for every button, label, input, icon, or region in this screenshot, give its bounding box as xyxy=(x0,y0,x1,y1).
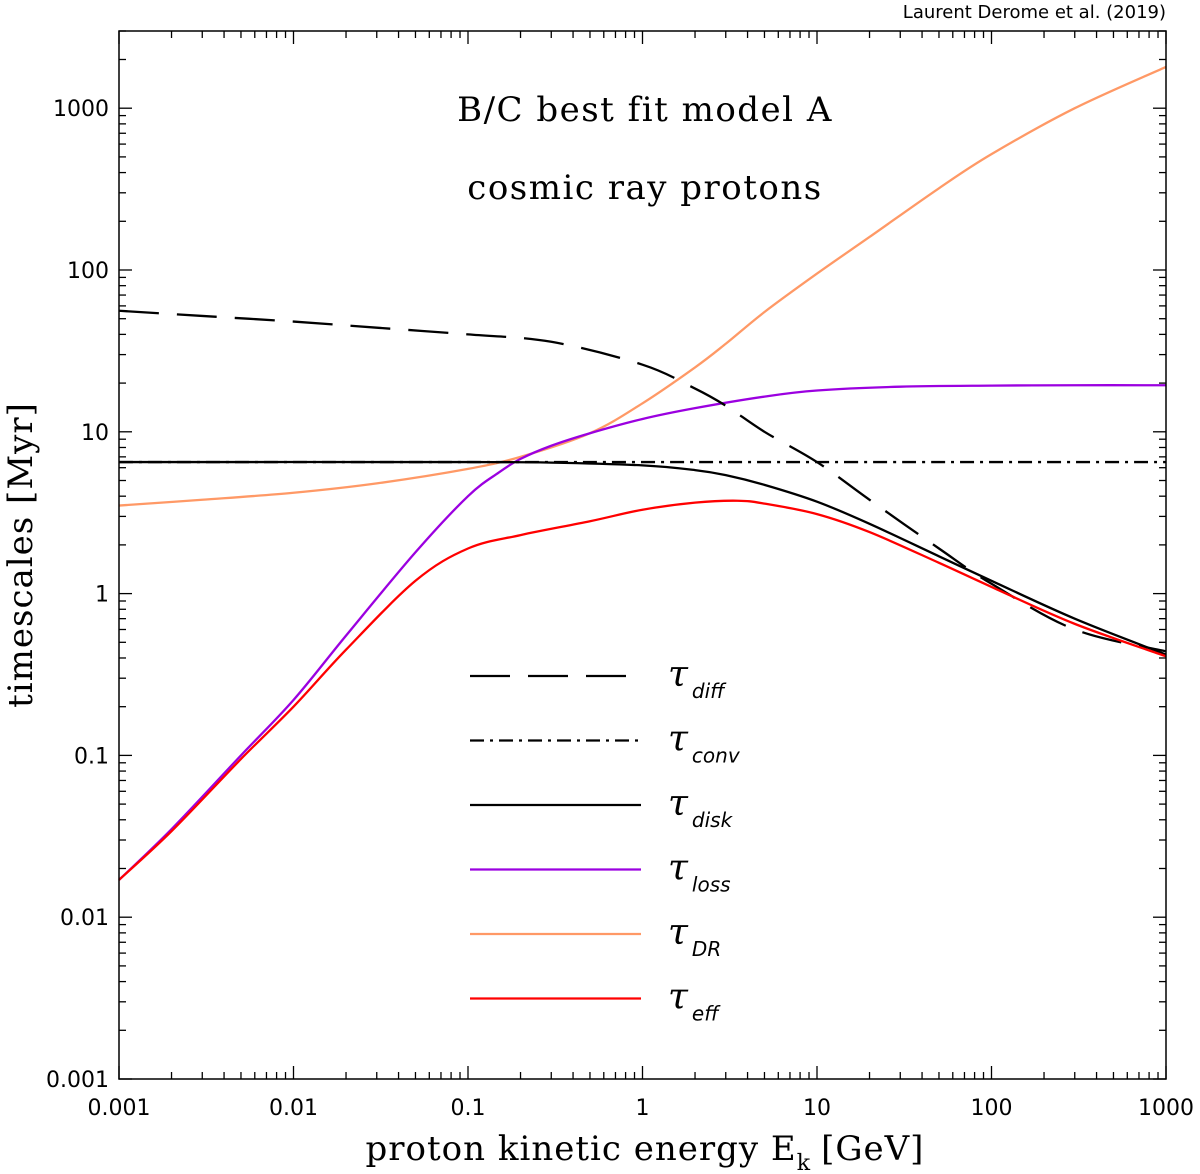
x-axis-title-unit: [GeV] xyxy=(821,1129,924,1169)
x-tick-label: 100 xyxy=(971,1096,1013,1121)
legend-symbol: τ xyxy=(668,654,689,695)
legend-label-conv: τ conv xyxy=(668,719,741,768)
y-tick-labels: 0.001 0.01 0.1 1 10 100 1000 xyxy=(46,97,109,1093)
series-line-disk xyxy=(118,460,1167,656)
legend-symbol: τ xyxy=(668,783,689,824)
annotation-particle: cosmic ray protons xyxy=(467,168,822,208)
x-axis-title-sub: k xyxy=(797,1151,811,1174)
x-tick-labels: 0.001 0.01 0.1 1 10 100 1000 xyxy=(88,1096,1194,1121)
legend-symbol: τ xyxy=(668,719,689,760)
axis-ticks xyxy=(118,30,1167,1080)
x-tick-label: 0.01 xyxy=(269,1096,318,1121)
series-line-DR xyxy=(118,65,1167,507)
y-tick-label: 1 xyxy=(95,583,109,608)
x-tick-label: 0.001 xyxy=(88,1096,151,1121)
series-line-diff xyxy=(118,309,1167,653)
legend-subscript: DR xyxy=(692,937,721,961)
x-axis-title: proton kinetic energy Ek [GeV] xyxy=(366,1129,925,1174)
y-tick-label: 0.01 xyxy=(60,906,109,931)
x-tick-label: 10 xyxy=(803,1096,831,1121)
series-layer xyxy=(118,65,1167,881)
legend-subscript: eff xyxy=(692,1002,721,1026)
legend-symbol: τ xyxy=(668,977,689,1018)
legend-label-loss: τ loss xyxy=(668,848,731,897)
legend-label-disk: τ disk xyxy=(668,783,734,832)
legend-label-DR: τ DR xyxy=(668,912,721,961)
annotation-model: B/C best fit model A xyxy=(457,90,833,130)
legend-symbol: τ xyxy=(668,912,689,953)
x-axis-title-main: proton kinetic energy E xyxy=(366,1129,797,1169)
x-tick-label: 1 xyxy=(636,1096,650,1121)
legend-subscript: diff xyxy=(692,679,727,703)
y-tick-label: 1000 xyxy=(53,97,109,122)
legend-subscript: disk xyxy=(692,808,734,832)
legend-subscript: conv xyxy=(692,744,741,768)
y-axis-title: timescales [Myr] xyxy=(1,402,41,708)
x-tick-label: 1000 xyxy=(1138,1096,1194,1121)
series-line-eff xyxy=(118,499,1167,881)
legend-label-diff: τ diff xyxy=(668,654,727,703)
legend-label-eff: τ eff xyxy=(668,977,721,1026)
legend-subscript: loss xyxy=(692,873,731,897)
credit-text: Laurent Derome et al. (2019) xyxy=(903,2,1166,23)
legend-symbol: τ xyxy=(668,848,689,889)
series-line-loss xyxy=(118,384,1167,881)
plot-frame xyxy=(118,30,1167,1080)
y-tick-label: 100 xyxy=(67,259,109,284)
y-tick-label: 0.001 xyxy=(46,1068,109,1093)
y-tick-label: 10 xyxy=(81,421,109,446)
x-tick-label: 0.1 xyxy=(451,1096,486,1121)
y-tick-label: 0.1 xyxy=(74,744,109,769)
